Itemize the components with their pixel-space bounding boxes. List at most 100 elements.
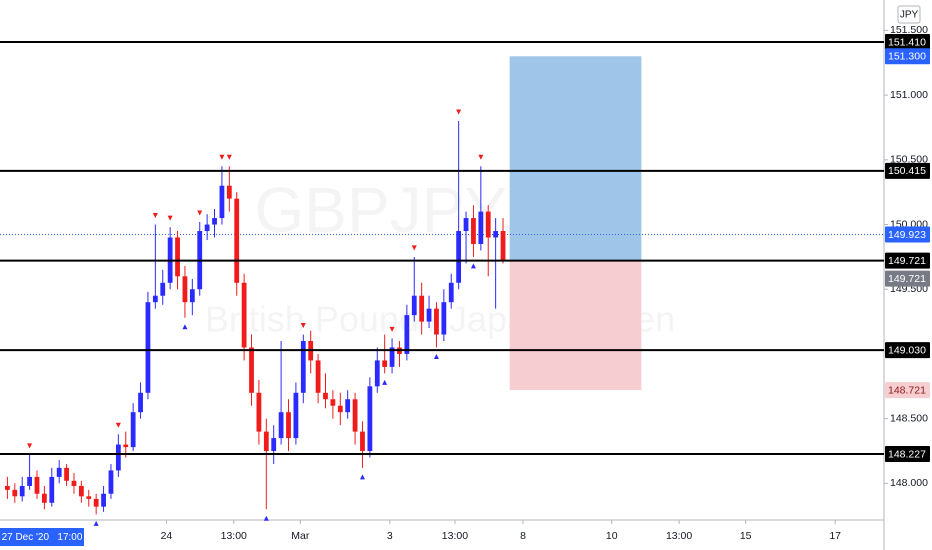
candle-body: [130, 412, 136, 448]
candle-body: [152, 295, 158, 303]
target-label: 151.300: [888, 51, 926, 63]
level-label: 149.030: [888, 344, 926, 356]
candle-body: [175, 237, 180, 277]
candle-body: [300, 341, 306, 393]
candle-body: [160, 282, 166, 296]
x-tick-label: 13:00: [666, 530, 692, 542]
level-badge: [885, 34, 930, 51]
symbol-badge[interactable]: [897, 5, 921, 24]
y-tick-label: 151.500: [890, 24, 928, 36]
candle-body: [12, 489, 18, 497]
stop-badge: [885, 382, 930, 399]
candle-body: [108, 470, 114, 494]
y-tick-label: 148.000: [890, 477, 928, 489]
candle-body: [64, 467, 69, 481]
fractal-low: [182, 324, 188, 330]
candle-body: [330, 399, 336, 406]
candle-body: [49, 476, 55, 503]
candle-body: [115, 444, 121, 471]
stop-zone: [509, 260, 642, 391]
candle-body: [263, 431, 269, 452]
y-tick-label: 151.000: [890, 89, 928, 101]
current-price-badge: [885, 226, 930, 243]
y-tick-label: 150.500: [890, 154, 928, 166]
candle-body: [419, 295, 425, 322]
symbol-badge-text: JPY: [900, 10, 919, 21]
x-tick-label: 8: [520, 530, 526, 542]
level-badge: [885, 342, 930, 359]
y-tick-label: 148.500: [890, 412, 928, 424]
candle-body: [278, 412, 284, 439]
candle-body: [337, 405, 343, 413]
candle-body: [478, 211, 484, 244]
candle-body: [123, 444, 129, 448]
candle-body: [500, 231, 506, 261]
candle-body: [86, 496, 92, 499]
candle-body: [352, 399, 358, 432]
entry-label: 149.721: [888, 273, 926, 285]
candle-body: [434, 308, 439, 335]
fractal-high: [167, 215, 173, 221]
candle-body: [485, 211, 491, 238]
fractal-high: [152, 213, 158, 219]
crosshair-badge: [0, 528, 84, 546]
candle-body: [34, 476, 40, 494]
fractal-high: [389, 326, 395, 332]
candle-body: [345, 399, 351, 413]
fractal-low: [382, 379, 388, 385]
level-label: 151.410: [888, 36, 926, 48]
candle-body: [56, 467, 62, 477]
candle-body: [219, 185, 225, 219]
candle-body: [234, 198, 240, 283]
candle-body: [360, 431, 365, 452]
fractal-high: [478, 154, 484, 160]
candle-body: [382, 360, 388, 367]
x-tick-label: 17: [829, 530, 841, 542]
candle-body: [226, 185, 232, 199]
level-badge: [885, 252, 930, 269]
candle-body: [249, 347, 254, 393]
candle-body: [27, 476, 32, 486]
fractal-low: [93, 520, 99, 526]
level-label: 148.227: [888, 448, 926, 460]
crosshair-label: 27 Dec '20 17:00: [2, 532, 83, 543]
target-badge: [885, 48, 930, 65]
candle-body: [411, 295, 417, 316]
candle-body: [71, 480, 77, 486]
fractal-low: [470, 263, 476, 269]
candle-body: [41, 493, 47, 503]
fractal-high: [197, 210, 203, 216]
x-tick-label: 15: [740, 530, 752, 542]
candle-body: [4, 485, 10, 490]
level-label: 149.721: [888, 255, 926, 267]
candle-body: [182, 276, 188, 303]
entry-badge: [885, 270, 930, 287]
x-tick-label: 10: [606, 530, 618, 542]
candle-body: [374, 360, 380, 387]
candle-body: [463, 218, 469, 232]
candle-body: [456, 231, 462, 283]
candle-body: [138, 392, 143, 413]
fractal-high: [27, 443, 33, 449]
candle-body: [286, 412, 291, 439]
candle-body: [367, 386, 373, 452]
fractal-low: [359, 474, 365, 480]
fractal-low: [433, 353, 439, 359]
level-label: 150.415: [888, 165, 926, 177]
candle-body: [293, 392, 299, 439]
candle-body: [315, 360, 321, 393]
x-tick-label: 13:00: [221, 530, 247, 542]
fractal-low: [263, 515, 269, 521]
fractal-high: [226, 154, 232, 160]
x-tick-label: 3: [387, 530, 393, 542]
candle-body: [493, 231, 499, 238]
candle-body: [189, 289, 195, 303]
x-tick-label: 13:00: [442, 530, 468, 542]
level-badge: [885, 445, 930, 462]
fractal-high: [300, 323, 306, 329]
level-badge: [885, 162, 930, 179]
candle-body: [471, 218, 476, 244]
fractal-high: [411, 245, 417, 251]
